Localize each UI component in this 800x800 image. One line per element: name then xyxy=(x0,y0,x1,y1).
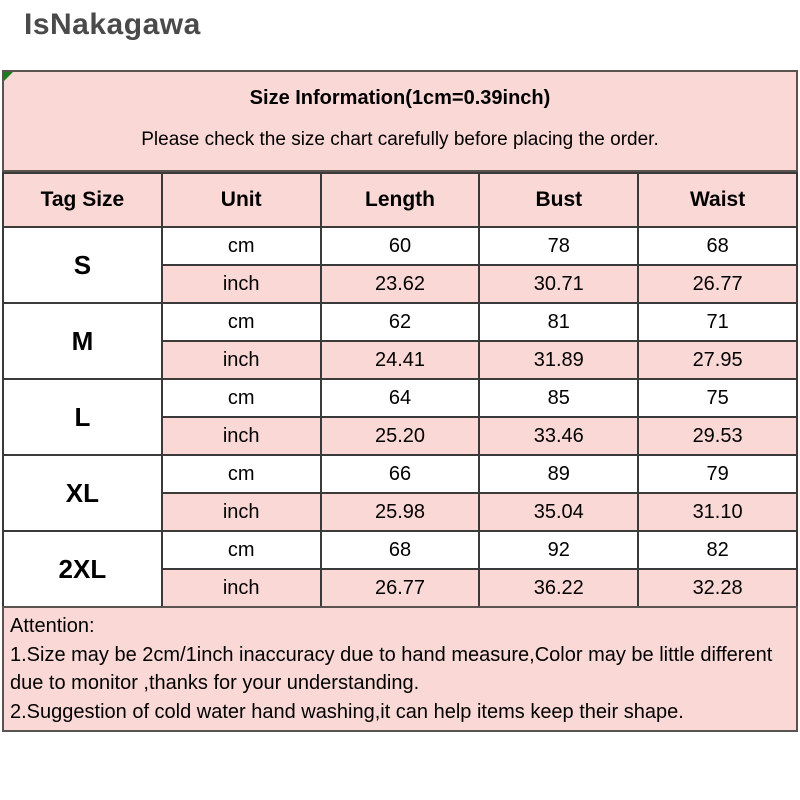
size-label-xl: XL xyxy=(2,454,163,532)
table-row: inch 24.41 31.89 27.95 xyxy=(3,340,798,380)
seller-watermark: IsNakagawa xyxy=(24,8,201,41)
unit-cell: inch xyxy=(160,568,322,608)
value-cell: 79 xyxy=(637,454,798,494)
size-label-s: S xyxy=(2,226,163,304)
attention-note-1: 1.Size may be 2cm/1inch inaccuracy due t… xyxy=(10,643,773,695)
table-row: L cm 64 85 75 xyxy=(2,378,798,456)
value-cell: 71 xyxy=(637,302,798,342)
unit-cell: inch xyxy=(160,340,322,380)
table-row: S cm 60 78 68 xyxy=(2,226,798,304)
value-cell: 68 xyxy=(637,226,798,266)
size-info-subtitle: Please check the size chart carefully be… xyxy=(141,129,659,150)
size-table: Tag Size Unit Length Bust Waist S cm 60 … xyxy=(2,172,798,608)
value-cell: 66 xyxy=(319,454,481,494)
value-cell: 25.98 xyxy=(319,492,481,532)
unit-cell: cm xyxy=(160,302,322,342)
size-label-m: M xyxy=(2,302,163,380)
value-cell: 62 xyxy=(319,302,481,342)
size-info-title: Size Information(1cm=0.39inch) xyxy=(249,87,551,109)
table-row: M cm 62 81 71 xyxy=(2,302,798,380)
value-cell: 92 xyxy=(478,530,640,570)
table-row: 2XL cm 68 92 82 xyxy=(2,530,798,608)
value-cell: 29.53 xyxy=(637,416,798,456)
unit-cell: inch xyxy=(160,264,322,304)
col-header-length: Length xyxy=(319,172,481,228)
value-cell: 64 xyxy=(319,378,481,418)
value-cell: 31.89 xyxy=(478,340,640,380)
value-cell: 78 xyxy=(478,226,640,266)
value-cell: 32.28 xyxy=(637,568,798,608)
value-cell: 25.20 xyxy=(319,416,481,456)
value-cell: 33.46 xyxy=(478,416,640,456)
size-info-header-box: Size Information(1cm=0.39inch) Please ch… xyxy=(2,70,798,172)
value-cell: 35.04 xyxy=(478,492,640,532)
attention-note-2: 2.Suggestion of cold water hand washing,… xyxy=(10,700,684,723)
unit-cell: inch xyxy=(160,492,322,532)
value-cell: 26.77 xyxy=(637,264,798,304)
col-header-bust: Bust xyxy=(478,172,640,228)
value-cell: 60 xyxy=(319,226,481,266)
unit-cell: cm xyxy=(160,226,322,266)
size-label-2xl: 2XL xyxy=(2,530,163,608)
table-row: XL cm 66 89 79 xyxy=(2,454,798,532)
unit-cell: inch xyxy=(160,416,322,456)
value-cell: 89 xyxy=(478,454,640,494)
value-cell: 26.77 xyxy=(319,568,481,608)
value-cell: 82 xyxy=(637,530,798,570)
size-label-l: L xyxy=(2,378,163,456)
value-cell: 36.22 xyxy=(478,568,640,608)
unit-cell: cm xyxy=(160,530,322,570)
value-cell: 30.71 xyxy=(478,264,640,304)
value-cell: 23.62 xyxy=(319,264,481,304)
value-cell: 24.41 xyxy=(319,340,481,380)
value-cell: 31.10 xyxy=(637,492,798,532)
col-header-tag-size: Tag Size xyxy=(2,172,163,228)
value-cell: 27.95 xyxy=(637,340,798,380)
table-row: inch 25.98 35.04 31.10 xyxy=(3,492,798,532)
attention-heading: Attention: xyxy=(10,615,95,637)
col-header-unit: Unit xyxy=(160,172,322,228)
value-cell: 85 xyxy=(478,378,640,418)
value-cell: 68 xyxy=(319,530,481,570)
unit-cell: cm xyxy=(160,454,322,494)
table-row: inch 23.62 30.71 26.77 xyxy=(3,264,798,304)
unit-cell: cm xyxy=(160,378,322,418)
value-cell: 81 xyxy=(478,302,640,342)
attention-notes-box: Attention: 1.Size may be 2cm/1inch inacc… xyxy=(2,606,798,732)
corner-flag-icon xyxy=(4,72,13,81)
table-header-row: Tag Size Unit Length Bust Waist xyxy=(2,172,798,228)
value-cell: 75 xyxy=(637,378,798,418)
table-row: inch 25.20 33.46 29.53 xyxy=(3,416,798,456)
col-header-waist: Waist xyxy=(637,172,798,228)
